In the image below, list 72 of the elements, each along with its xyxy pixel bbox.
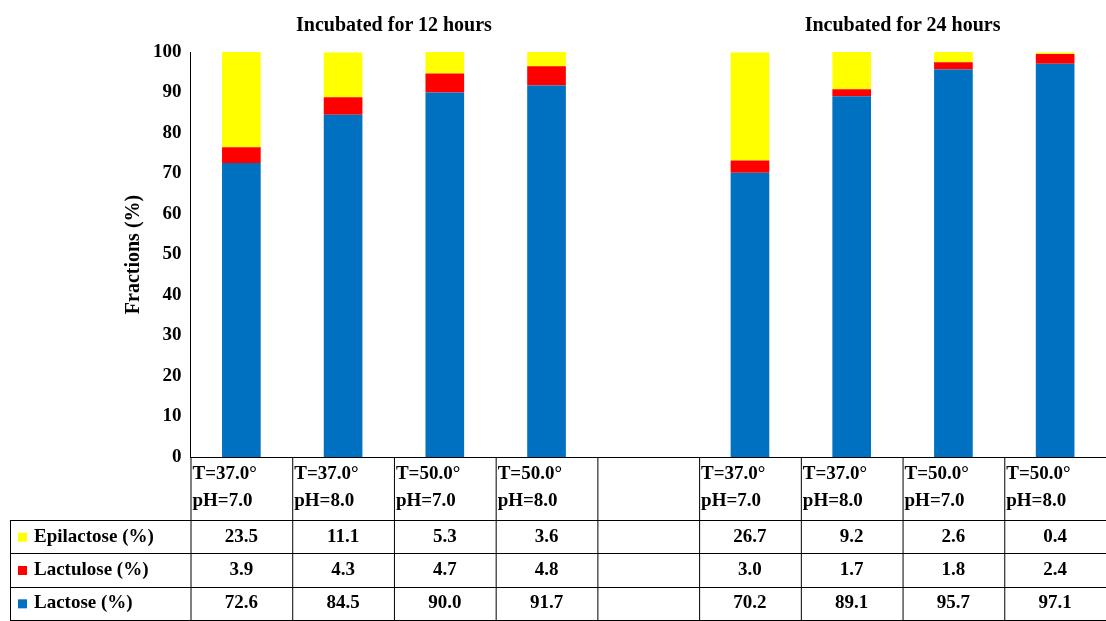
- y-tick-label: 30: [162, 323, 182, 345]
- bar: [323, 97, 363, 115]
- data-label: 2.6: [941, 524, 966, 546]
- x-tick-label: T=37.0° pH=8.0: [294, 461, 359, 510]
- y-tick-label: 80: [162, 120, 182, 142]
- data-label: 84.5: [326, 591, 360, 613]
- bar: [425, 52, 465, 74]
- y-axis-title: Fractions (%): [121, 194, 145, 315]
- bar: [527, 66, 566, 86]
- data-label: 23.5: [224, 524, 258, 546]
- bar: [832, 96, 872, 457]
- data-label: 90.0: [428, 591, 462, 613]
- bar: [832, 89, 872, 97]
- x-tick-label: T=50.0° pH=8.0: [497, 461, 563, 510]
- data-label: 3.6: [534, 524, 559, 546]
- y-tick-label: 10: [162, 404, 182, 426]
- data-label: 95.7: [936, 591, 971, 613]
- x-tick-label: T=50.0° pH=7.0: [395, 461, 461, 510]
- x-tick-label: T=37.0° pH=8.0: [802, 461, 868, 510]
- x-tick-label: T=37.0° pH=7.0: [192, 461, 257, 510]
- bar: [222, 52, 261, 148]
- y-tick-label: 40: [162, 282, 182, 304]
- y-tick-label: 90: [162, 80, 182, 102]
- data-label: 72.6: [224, 591, 258, 613]
- bar: [222, 162, 261, 457]
- y-tick-label: 0: [172, 444, 182, 466]
- data-label: 91.7: [529, 591, 564, 613]
- y-tick-label: 60: [162, 201, 182, 223]
- legend-label: Epilactose (%): [34, 524, 154, 547]
- bar: [222, 147, 261, 163]
- bar: [323, 114, 363, 457]
- text: Incubated for 24 hours: [804, 13, 1001, 36]
- bar: [1035, 63, 1075, 457]
- y-tick-label: 70: [162, 161, 182, 183]
- bar: [1035, 54, 1075, 64]
- bar: [730, 160, 770, 173]
- y-tick-label: 20: [162, 363, 182, 385]
- x-tick-label: T=50.0° pH=8.0: [1006, 461, 1071, 510]
- bar: [730, 52, 770, 161]
- bar: [323, 52, 363, 98]
- bar: [527, 85, 566, 457]
- data-label: 0.4: [1043, 524, 1068, 546]
- data-label: 3.0: [738, 557, 762, 579]
- bar: [425, 73, 465, 93]
- y-tick-label: 100: [153, 39, 182, 61]
- x-tick-label: T=37.0° pH=7.0: [701, 461, 766, 510]
- legend-label: Lactulose (%): [34, 557, 149, 580]
- y-tick-label: 50: [162, 242, 182, 264]
- data-label: 11.1: [326, 524, 360, 546]
- bar: [832, 52, 872, 90]
- bar: [425, 92, 465, 457]
- data-label: 9.2: [839, 524, 864, 546]
- data-label: 2.4: [1043, 557, 1068, 579]
- bar: [730, 172, 770, 457]
- data-label: 26.7: [733, 524, 768, 546]
- legend-label: Lactose (%): [34, 591, 133, 614]
- data-label: 5.3: [432, 524, 457, 546]
- bar: [934, 52, 973, 63]
- data-label: 1.7: [839, 557, 865, 579]
- data-label: 3.9: [229, 557, 254, 579]
- data-label: 4.8: [534, 557, 559, 579]
- data-label: 4.3: [331, 557, 355, 579]
- bar: [527, 52, 566, 67]
- x-tick-label: T=50.0° pH=7.0: [904, 461, 969, 510]
- data-label: 1.8: [941, 557, 966, 579]
- data-label: 97.1: [1038, 591, 1072, 613]
- bar: [934, 69, 973, 457]
- data-label: 70.2: [733, 591, 767, 613]
- data-label: 89.1: [835, 591, 869, 613]
- bar: [934, 62, 973, 70]
- text: Incubated for 12 hours: [296, 13, 493, 36]
- data-label: 4.7: [432, 557, 458, 579]
